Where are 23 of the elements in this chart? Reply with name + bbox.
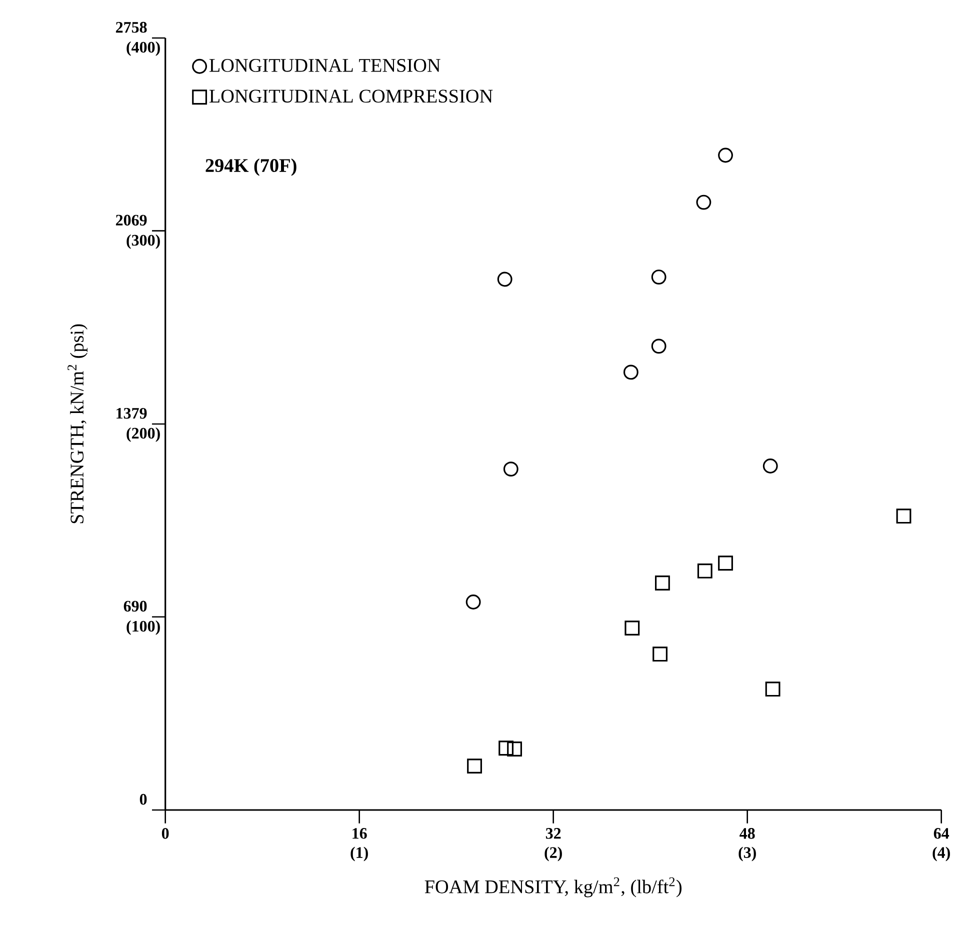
y-axis-title: STRENGTH, kN/m$^{2}$ (psi) — [68, 324, 88, 524]
x2-tick-label: (2) — [544, 846, 562, 862]
y2-tick-label: (100) — [126, 620, 160, 635]
annotation: 294K (70F) — [206, 158, 296, 176]
x-tick-label: 64 — [934, 828, 950, 839]
y2-tick-label: (200) — [126, 427, 160, 442]
legend-label: LONGITUDINAL TENSION — [209, 59, 440, 72]
x2-tick-label: (4) — [932, 846, 950, 862]
x-tick-label: 48 — [740, 828, 755, 839]
y-tick-label: 2758 — [116, 22, 147, 33]
y-tick-label: 690 — [124, 600, 147, 612]
legend-label: LONGITUDINAL COMPRESSION — [209, 90, 493, 103]
x-tick-label: 16 — [352, 828, 367, 839]
y2-tick-label: (400) — [126, 41, 160, 56]
x-axis-title: FOAM DENSITY, kg/m$^{2}$, (lb/ft$^{2}$) — [424, 877, 682, 898]
x-tick-label: 0 — [162, 828, 169, 839]
x2-tick-label: (3) — [738, 846, 756, 862]
y-tick-label: 0 — [140, 794, 147, 805]
y2-tick-label: (300) — [126, 234, 160, 249]
y-tick-label: 1379 — [116, 408, 147, 419]
x-tick-label: 32 — [546, 828, 561, 839]
x2-tick-label: (1) — [350, 846, 368, 862]
y-tick-label: 2069 — [116, 214, 147, 226]
